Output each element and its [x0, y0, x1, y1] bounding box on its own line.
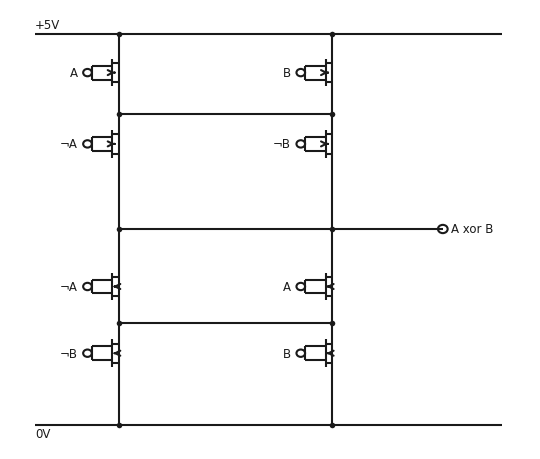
Text: ¬A: ¬A	[60, 138, 78, 151]
Text: B: B	[283, 347, 291, 360]
Text: +5V: +5V	[35, 19, 60, 32]
Text: ¬B: ¬B	[273, 138, 291, 151]
Text: A: A	[70, 67, 78, 80]
Text: ¬B: ¬B	[60, 347, 78, 360]
Text: A xor B: A xor B	[451, 223, 493, 236]
Text: B: B	[283, 67, 291, 80]
Text: A: A	[283, 280, 291, 293]
Text: 0V: 0V	[35, 427, 50, 440]
Text: ¬A: ¬A	[60, 280, 78, 293]
